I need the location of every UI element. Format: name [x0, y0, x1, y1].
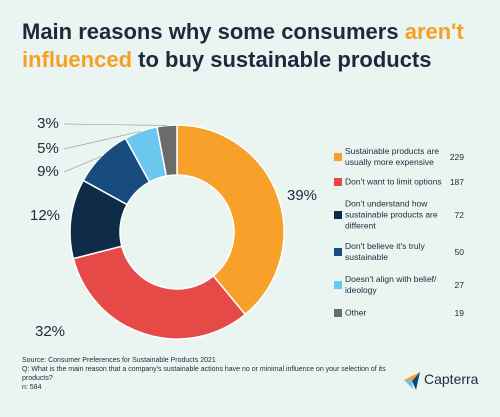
- title-part: to buy sustainable products: [132, 47, 432, 72]
- question: Q: What is the main reason that a compan…: [22, 366, 386, 382]
- legend-swatch: [334, 281, 342, 289]
- legend-swatch: [334, 178, 342, 186]
- title-part: aren't influenced: [22, 19, 464, 72]
- value-label: 5%: [37, 140, 59, 157]
- legend-count: 50: [454, 247, 464, 257]
- legend-label: Don't believe it's truly sustainable: [345, 241, 425, 262]
- title-part: Main reasons why some consumers: [22, 19, 405, 44]
- legend-count: 229: [449, 152, 464, 162]
- value-label: 32%: [35, 323, 65, 340]
- sample-size: n: 584: [22, 384, 42, 391]
- legend-label: Doesn't align with belief/ ideology: [345, 274, 437, 295]
- legend-label: Don't understand how sustainable product…: [345, 198, 438, 231]
- brand: Capterra: [424, 371, 479, 387]
- leader-line: [63, 156, 102, 173]
- chart-title: Main reasons why some consumers aren't i…: [22, 18, 492, 74]
- legend-swatch: [334, 309, 342, 317]
- legend-label: Sustainable products are usually more ex…: [345, 146, 440, 167]
- legend-swatch: [334, 248, 342, 256]
- value-label: 9%: [37, 163, 59, 180]
- brand-logo: [404, 372, 420, 390]
- legend-label: Other: [345, 307, 367, 318]
- leader-line: [63, 123, 167, 126]
- legend-swatch: [334, 211, 342, 219]
- slice: [72, 245, 247, 340]
- slice: [176, 124, 285, 316]
- legend-count: 27: [454, 280, 464, 290]
- legend-count: 72: [454, 210, 464, 220]
- legend-swatch: [334, 153, 342, 161]
- legend-count: 187: [449, 177, 464, 187]
- leader-line: [63, 130, 141, 150]
- value-label: 12%: [30, 207, 60, 224]
- source: Source: Consumer Preferences for Sustain…: [22, 357, 216, 364]
- slice: [156, 124, 178, 177]
- legend-count: 19: [454, 308, 464, 318]
- value-label: 3%: [37, 115, 59, 132]
- value-label: 39%: [287, 187, 317, 204]
- legend-label: Don't want to limit options: [345, 176, 442, 187]
